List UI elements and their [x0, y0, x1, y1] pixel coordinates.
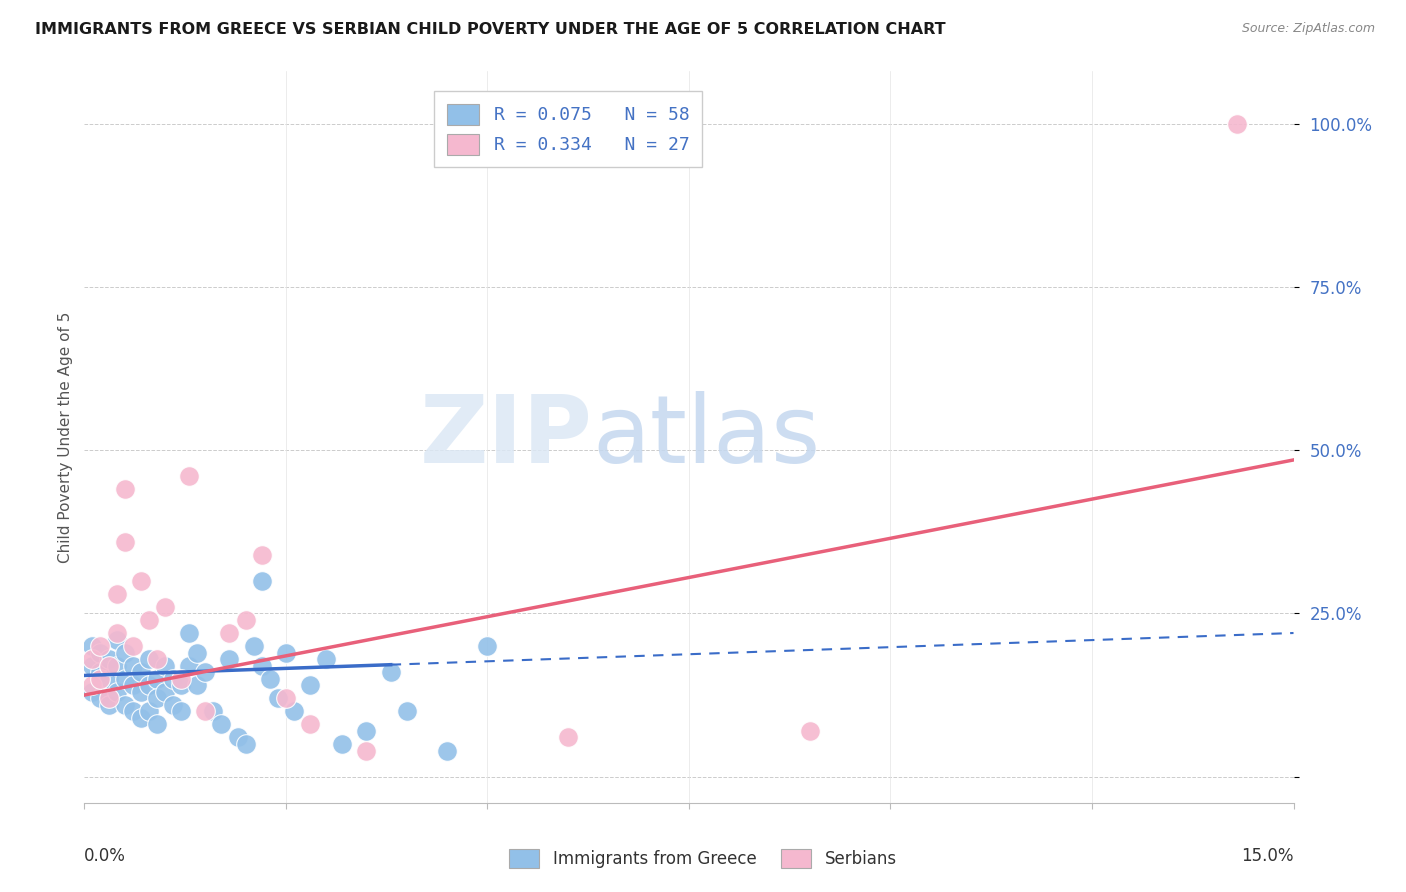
Point	[186, 678, 208, 692]
Point	[153, 599, 176, 614]
Point	[97, 698, 120, 712]
Legend: Immigrants from Greece, Serbians: Immigrants from Greece, Serbians	[502, 842, 904, 875]
Point	[146, 717, 169, 731]
Point	[121, 658, 143, 673]
Point	[1226, 117, 1249, 131]
Point	[395, 705, 418, 719]
Point	[82, 685, 104, 699]
Text: Source: ZipAtlas.com: Source: ZipAtlas.com	[1241, 22, 1375, 36]
Point	[267, 691, 290, 706]
Point	[218, 626, 240, 640]
Point	[330, 737, 353, 751]
Point	[356, 723, 378, 738]
Point	[315, 652, 337, 666]
Y-axis label: Child Poverty Under the Age of 5: Child Poverty Under the Age of 5	[58, 311, 73, 563]
Point	[105, 632, 128, 647]
Point	[97, 652, 120, 666]
Point	[89, 672, 111, 686]
Point	[299, 717, 322, 731]
Point	[82, 639, 104, 653]
Point	[283, 705, 305, 719]
Point	[179, 469, 201, 483]
Point	[114, 534, 136, 549]
Point	[89, 646, 111, 660]
Point	[299, 678, 322, 692]
Point	[97, 658, 120, 673]
Point	[209, 717, 232, 731]
Point	[146, 672, 169, 686]
Point	[138, 705, 160, 719]
Point	[259, 672, 281, 686]
Point	[186, 646, 208, 660]
Point	[235, 737, 257, 751]
Point	[129, 711, 152, 725]
Point	[179, 658, 201, 673]
Point	[82, 678, 104, 692]
Point	[105, 626, 128, 640]
Point	[114, 483, 136, 497]
Point	[105, 587, 128, 601]
Text: 0.0%: 0.0%	[84, 847, 127, 864]
Point	[274, 691, 297, 706]
Point	[105, 658, 128, 673]
Point	[121, 639, 143, 653]
Point	[89, 691, 111, 706]
Point	[146, 691, 169, 706]
Point	[202, 705, 225, 719]
Point	[194, 705, 217, 719]
Point	[129, 574, 152, 588]
Point	[162, 698, 184, 712]
Point	[250, 548, 273, 562]
Point	[97, 672, 120, 686]
Point	[121, 705, 143, 719]
Point	[153, 685, 176, 699]
Point	[557, 731, 579, 745]
Point	[114, 672, 136, 686]
Point	[138, 678, 160, 692]
Text: ZIP: ZIP	[419, 391, 592, 483]
Point	[82, 652, 104, 666]
Point	[162, 672, 184, 686]
Point	[170, 705, 193, 719]
Point	[97, 691, 120, 706]
Legend: R = 0.075   N = 58, R = 0.334   N = 27: R = 0.075 N = 58, R = 0.334 N = 27	[434, 91, 702, 168]
Text: 15.0%: 15.0%	[1241, 847, 1294, 864]
Point	[105, 685, 128, 699]
Point	[153, 658, 176, 673]
Point	[380, 665, 402, 680]
Point	[114, 646, 136, 660]
Point	[114, 698, 136, 712]
Point	[138, 652, 160, 666]
Point	[194, 665, 217, 680]
Point	[89, 639, 111, 653]
Point	[146, 652, 169, 666]
Point	[129, 665, 152, 680]
Point	[356, 743, 378, 757]
Point	[129, 685, 152, 699]
Point	[799, 723, 821, 738]
Point	[179, 626, 201, 640]
Point	[250, 658, 273, 673]
Point	[242, 639, 264, 653]
Point	[436, 743, 458, 757]
Point	[235, 613, 257, 627]
Point	[170, 672, 193, 686]
Text: IMMIGRANTS FROM GREECE VS SERBIAN CHILD POVERTY UNDER THE AGE OF 5 CORRELATION C: IMMIGRANTS FROM GREECE VS SERBIAN CHILD …	[35, 22, 946, 37]
Text: atlas: atlas	[592, 391, 821, 483]
Point	[82, 658, 104, 673]
Point	[218, 652, 240, 666]
Point	[138, 613, 160, 627]
Point	[170, 678, 193, 692]
Point	[250, 574, 273, 588]
Point	[274, 646, 297, 660]
Point	[89, 665, 111, 680]
Point	[121, 678, 143, 692]
Point	[477, 639, 499, 653]
Point	[226, 731, 249, 745]
